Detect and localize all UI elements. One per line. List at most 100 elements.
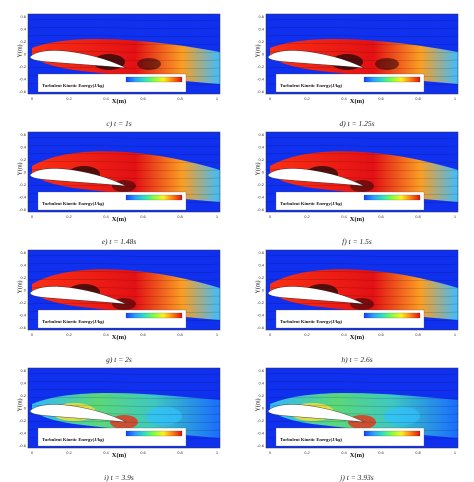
y-tick-label: 0 [262, 288, 265, 293]
y-axis-label: Y(m) [255, 44, 262, 58]
y-tick-label: -0.6 [19, 207, 27, 212]
x-tick-label: 0.2 [304, 332, 310, 337]
contour-plot: 0.6 0.4 0.2 0 -0.2 -0.4 -0.6 0 0.2 0.4 0.6 0.8 1 [257, 367, 459, 455]
x-tick-label: 0.8 [177, 96, 183, 101]
contour-panel: 0.6 0.4 0.2 0 -0.2 -0.4 -0.6 0 0.2 0.4 0.6 0.8 1 Turb… [14, 128, 224, 246]
y-tick-label: -0.4 [19, 77, 27, 82]
y-tick-label: 0 [24, 170, 27, 175]
x-tick-label: 0.4 [103, 96, 109, 101]
x-tick-label: 0.8 [415, 450, 421, 455]
x-tick-label: 0.2 [66, 332, 72, 337]
contour-plot: 0.6 0.4 0.2 0 -0.2 -0.4 -0.6 0 0.2 0.4 0.6 0.8 1 [19, 367, 221, 455]
legend-title: Turbulent Kinetic Energy(J/kg) [280, 437, 343, 442]
legend-title: Turbulent Kinetic Energy(J/kg) [42, 201, 105, 206]
y-tick-label: -0.4 [257, 195, 265, 200]
y-tick-label: 0 [24, 406, 27, 411]
x-axis-label: X(m) [111, 98, 127, 105]
y-tick-label: -0.2 [19, 182, 27, 187]
contour-plot: 0.6 0.4 0.2 0 -0.2 -0.4 -0.6 0 0.2 0.4 0.6 0.8 1 [19, 249, 221, 337]
y-tick-label: 0.6 [20, 132, 26, 137]
legend-title: Turbulent Kinetic Energy(J/kg) [280, 319, 343, 324]
y-tick-label: -0.6 [257, 89, 265, 94]
x-axis-label: X(m) [111, 452, 127, 459]
x-tick-label: 1 [454, 450, 457, 455]
contour-panel: 0.6 0.4 0.2 0 -0.2 -0.4 -0.6 0 0.2 0.4 0.6 0.8 1 Turb… [252, 10, 462, 128]
x-tick-label: 0.8 [415, 332, 421, 337]
x-tick-label: 0.8 [415, 214, 421, 219]
y-tick-label: -0.2 [19, 418, 27, 423]
x-tick-label: 0.8 [415, 96, 421, 101]
y-tick-label: 0.2 [20, 393, 26, 398]
x-axis-label: X(m) [349, 334, 365, 341]
y-tick-label: 0.4 [258, 145, 264, 150]
x-axis-label: X(m) [349, 216, 365, 223]
y-tick-label: 0.4 [258, 27, 264, 32]
x-tick-label: 0.6 [378, 214, 384, 219]
contour-panel: 0.6 0.4 0.2 0 -0.2 -0.4 -0.6 0 0.2 0.4 0.6 0.8 1 Turb… [14, 246, 224, 364]
contour-panel: 0.6 0.4 0.2 0 -0.2 -0.4 -0.6 0 0.2 0.4 0.6 0.8 1 Turb… [252, 364, 462, 482]
legend-title: Turbulent Kinetic Energy(J/kg) [42, 437, 105, 442]
y-tick-label: -0.6 [257, 325, 265, 330]
x-tick-label: 1 [216, 450, 219, 455]
legend-title: Turbulent Kinetic Energy(J/kg) [280, 201, 343, 206]
y-tick-label: -0.6 [257, 207, 265, 212]
y-tick-label: 0 [24, 288, 27, 293]
y-tick-label: 0 [262, 406, 265, 411]
y-tick-label: -0.4 [19, 431, 27, 436]
x-tick-label: 0.6 [140, 96, 146, 101]
x-tick-label: 0.6 [140, 450, 146, 455]
y-tick-label: 0.2 [20, 157, 26, 162]
y-axis-label: Y(m) [17, 44, 24, 58]
y-tick-label: 0.6 [20, 250, 26, 255]
y-tick-label: 0.6 [20, 368, 26, 373]
panel-caption: g) t = 2s [106, 355, 132, 364]
y-axis-label: Y(m) [17, 398, 24, 412]
x-tick-label: 0.4 [103, 450, 109, 455]
panel-caption: c) t = 1s [106, 119, 132, 128]
y-tick-label: 0.4 [258, 263, 264, 268]
y-tick-label: 0 [24, 52, 27, 57]
x-tick-label: 0 [269, 332, 272, 337]
x-tick-label: 0.4 [103, 332, 109, 337]
x-tick-label: 0.6 [378, 96, 384, 101]
x-tick-label: 0 [269, 214, 272, 219]
y-tick-label: 0.2 [258, 39, 264, 44]
y-tick-label: 0.6 [258, 14, 264, 19]
x-tick-label: 0.2 [304, 214, 310, 219]
x-tick-label: 0.2 [66, 214, 72, 219]
x-axis-label: X(m) [111, 334, 127, 341]
y-axis-label: Y(m) [17, 162, 24, 176]
x-tick-label: 0.2 [66, 96, 72, 101]
y-tick-label: 0.4 [20, 145, 26, 150]
x-tick-label: 0.4 [341, 332, 347, 337]
y-tick-label: -0.2 [257, 300, 265, 305]
contour-panel: 0.6 0.4 0.2 0 -0.2 -0.4 -0.6 0 0.2 0.4 0.6 0.8 1 Turb… [252, 128, 462, 246]
y-tick-label: -0.2 [257, 418, 265, 423]
panel-caption: e) t = 1.48s [101, 237, 137, 246]
x-tick-label: 1 [216, 332, 219, 337]
panel-caption: i) t = 3.9s [104, 473, 134, 482]
x-tick-label: 0 [269, 450, 272, 455]
y-tick-label: -0.2 [19, 64, 27, 69]
panel-caption: d) t = 1.25s [339, 119, 375, 128]
x-tick-label: 0.4 [103, 214, 109, 219]
y-tick-label: 0.2 [258, 393, 264, 398]
y-tick-label: -0.6 [257, 443, 265, 448]
legend-title: Turbulent Kinetic Energy(J/kg) [280, 83, 343, 88]
y-tick-label: -0.2 [257, 182, 265, 187]
x-tick-label: 0.2 [304, 450, 310, 455]
y-tick-label: -0.2 [19, 300, 27, 305]
x-axis-label: X(m) [111, 216, 127, 223]
x-tick-label: 0.2 [66, 450, 72, 455]
panel-caption: j) t = 3.93s [340, 473, 374, 482]
y-axis-label: Y(m) [255, 280, 262, 294]
x-tick-label: 0 [31, 96, 34, 101]
x-tick-label: 1 [216, 214, 219, 219]
y-tick-label: -0.4 [257, 313, 265, 318]
panel-caption: h) t = 2.6s [341, 355, 373, 364]
y-tick-label: -0.6 [19, 325, 27, 330]
x-tick-label: 0.8 [177, 450, 183, 455]
x-tick-label: 0 [269, 96, 272, 101]
y-axis-label: Y(m) [255, 398, 262, 412]
contour-panel: 0.6 0.4 0.2 0 -0.2 -0.4 -0.6 0 0.2 0.4 0.6 0.8 1 Turb… [14, 364, 224, 482]
